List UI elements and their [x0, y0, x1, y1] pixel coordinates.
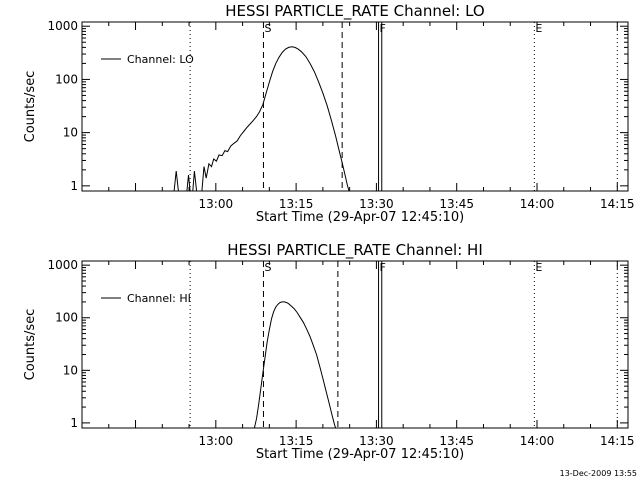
y-tick-label: 10	[63, 363, 78, 377]
y-tick-label: 10	[63, 126, 78, 140]
x-tick-label: 13:45	[439, 197, 474, 211]
legend-label: Channel: LO	[127, 53, 194, 66]
y-tick-label: 1	[70, 179, 78, 193]
x-tick-label: 14:15	[600, 197, 635, 211]
legend-label: Channel: HI	[127, 292, 191, 305]
y-tick-label: 100	[55, 72, 78, 86]
x-tick-label: 13:15	[279, 434, 314, 448]
x-tick-label: 13:30	[359, 434, 394, 448]
x-tick-label: 14:15	[600, 434, 635, 448]
y-tick-label: 1	[70, 416, 78, 430]
footer-timestamp: 13-Dec-2009 13:55	[560, 469, 637, 478]
y-tick-label: 100	[55, 311, 78, 325]
marker-label: E	[535, 261, 542, 274]
series-line-1	[173, 46, 350, 192]
y-axis-label: Counts/sec	[23, 71, 38, 143]
x-axis-label: Start Time (29-Apr-07 12:45:10)	[256, 210, 464, 225]
x-tick-label: 13:00	[199, 197, 234, 211]
x-tick-label: 13:00	[199, 434, 234, 448]
x-tick-label: 13:30	[359, 197, 394, 211]
x-axis-label: Start Time (29-Apr-07 12:45:10)	[256, 447, 464, 462]
y-tick-label: 1000	[47, 19, 78, 33]
chart-title: HESSI PARTICLE_RATE Channel: LO	[225, 2, 484, 21]
series-line-1	[253, 301, 337, 429]
x-tick-label: 14:00	[520, 434, 555, 448]
chart-panel-hi: HESSI PARTICLE_RATE Channel: HIS F E 13:00 1…	[23, 241, 635, 462]
chart-panel-lo: HESSI PARTICLE_RATE Channel: LOS F E 13:00 1…	[23, 2, 635, 225]
marker-label: F	[380, 22, 386, 35]
plot-frame	[81, 21, 629, 192]
x-tick-label: 14:00	[520, 197, 555, 211]
marker-label: S	[264, 22, 271, 35]
x-tick-label: 13:45	[439, 434, 474, 448]
marker-label: S	[264, 261, 271, 274]
x-tick-label: 13:15	[279, 197, 314, 211]
marker-label: F	[380, 261, 386, 274]
y-tick-label: 1000	[47, 258, 78, 272]
marker-label: E	[535, 22, 542, 35]
y-axis-label: Counts/sec	[23, 309, 38, 381]
plot-frame	[81, 260, 629, 429]
chart-title: HESSI PARTICLE_RATE Channel: HI	[227, 241, 483, 260]
